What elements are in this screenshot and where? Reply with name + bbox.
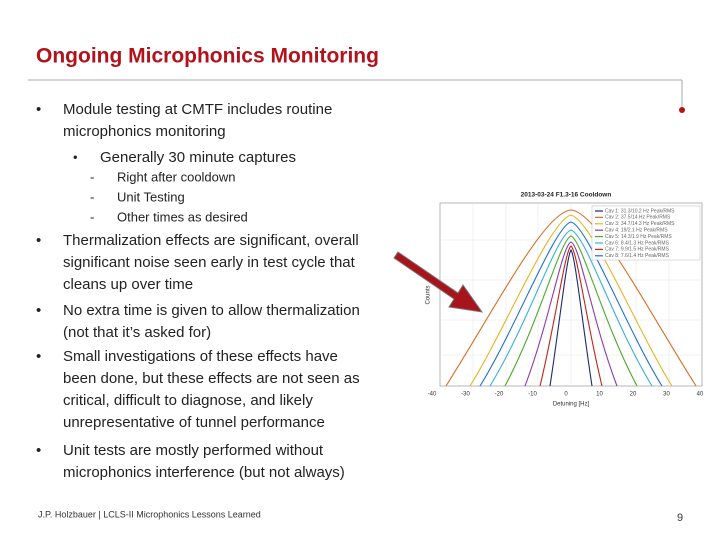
figure-title: 2013-03-24 F1.3-16 Cooldown (521, 192, 612, 199)
x-tick-label: 30 (663, 392, 670, 398)
bullet-text: (not that it’s asked for) (63, 324, 211, 341)
x-tick-label: -40 (428, 392, 437, 398)
x-tick-label: -20 (495, 392, 504, 398)
bullet-marker: • (36, 442, 41, 459)
sub-bullet-text: Generally 30 minute captures (100, 149, 296, 166)
x-tick-label: -30 (461, 392, 470, 398)
callout-arrow (393, 251, 484, 313)
dash-item: Unit Testing (117, 189, 185, 204)
x-tick-label: 0 (564, 392, 568, 398)
dash-item: Other times as desired (117, 209, 248, 224)
bullet-text: Small investigations of these effects ha… (63, 348, 338, 365)
legend-entry: Cav 4: 19/2.1 Hz Peak/RMS (605, 228, 668, 234)
page-number: 9 (677, 512, 683, 524)
y-axis-label: Counts (426, 285, 432, 304)
legend-entry: Cav 1: 31.3/10.2 Hz Peak/RMS (605, 208, 675, 214)
legend-entry: Cav 3: 34.7/14.3 Hz Peak/RMS (605, 221, 675, 227)
bullet-text: significant noise seen early in test cyc… (63, 254, 356, 271)
figure: 2013-03-24 F1.3-16 Cooldown Detuning [Hz… (426, 192, 704, 408)
sub-bullet-marker: • (73, 149, 78, 164)
dash-marker: - (90, 169, 94, 184)
legend-entry: Cav 6: 8.4/1.3 Hz Peak/RMS (605, 240, 670, 246)
legend-entry: Cav 8: 7.6/1.4 Hz Peak/RMS (605, 253, 670, 259)
bullet-text: Thermalization effects are significant, … (63, 232, 359, 249)
x-tick-label: 40 (697, 392, 704, 398)
legend-entry: Cav 2: 37.5/14 Hz Peak/RMS (605, 215, 671, 221)
bullet-marker: • (36, 302, 41, 319)
bullet-text: Module testing at CMTF includes routine (63, 101, 332, 118)
x-ticks: -40 -30 -20 -10 0 10 20 30 40 (428, 392, 704, 398)
slide-title: Ongoing Microphonics Monitoring (36, 45, 379, 68)
legend-entry: Cav 7: 9.9/1.5 Hz Peak/RMS (605, 247, 670, 253)
legend-box (591, 205, 701, 261)
x-tick-label: 10 (596, 392, 603, 398)
bullet-text: unrepresentative of tunnel performance (63, 414, 325, 431)
bullet-text: microphonics monitoring (63, 123, 226, 140)
bullet-list: • Module testing at CMTF includes routine… (36, 101, 360, 481)
bullet-text: No extra time is given to allow thermali… (63, 302, 360, 319)
rule-dot (679, 107, 685, 113)
bullet-text: cleans up over time (63, 276, 193, 293)
bullet-marker: • (36, 348, 41, 365)
footer-text: J.P. Holzbauer | LCLS-II Microphonics Le… (38, 509, 261, 519)
dash-marker: - (90, 189, 94, 204)
dash-item: Right after cooldown (117, 169, 236, 184)
bullet-text: Unit tests are mostly performed without (63, 442, 324, 459)
dash-marker: - (90, 209, 94, 224)
bullet-marker: • (36, 232, 41, 249)
grid (440, 203, 702, 386)
bullet-text: been done, but these effects are not see… (63, 370, 360, 387)
legend-entry: Cav 5: 14.3/1.9 Hz Peak/RMS (605, 234, 672, 240)
bullet-text: critical, difficult to diagnose, and lik… (63, 392, 313, 409)
x-tick-label: 20 (630, 392, 637, 398)
bullet-text: microphonics interference (but not alway… (63, 464, 345, 481)
bullet-marker: • (36, 101, 41, 118)
x-axis-label: Detuning [Hz] (553, 402, 590, 408)
x-tick-label: -10 (528, 392, 537, 398)
histogram-curves (445, 209, 697, 387)
